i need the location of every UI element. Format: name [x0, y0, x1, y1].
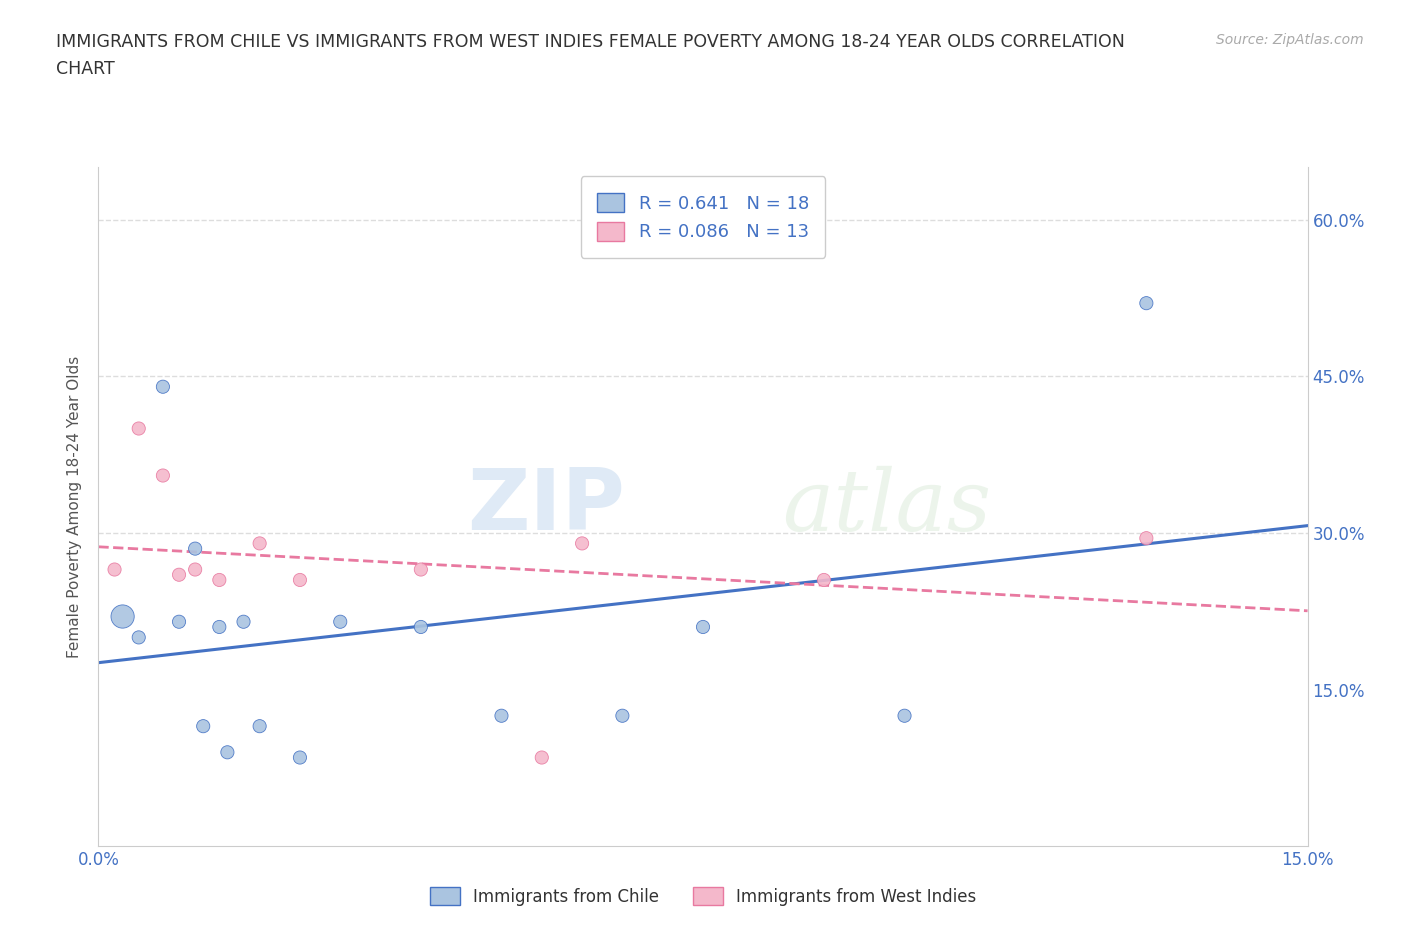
- Point: [167, 567, 190, 582]
- Point: [184, 541, 207, 556]
- Point: [249, 719, 271, 734]
- Point: [208, 619, 231, 634]
- Point: [288, 573, 311, 588]
- Point: [288, 751, 311, 765]
- Text: CHART: CHART: [56, 60, 115, 78]
- Point: [167, 615, 190, 630]
- Point: [128, 421, 150, 436]
- Text: Source: ZipAtlas.com: Source: ZipAtlas.com: [1216, 33, 1364, 46]
- Text: atlas: atlas: [782, 466, 991, 548]
- Point: [249, 536, 271, 551]
- Point: [612, 709, 634, 724]
- Point: [893, 709, 915, 724]
- Text: IMMIGRANTS FROM CHILE VS IMMIGRANTS FROM WEST INDIES FEMALE POVERTY AMONG 18-24 : IMMIGRANTS FROM CHILE VS IMMIGRANTS FROM…: [56, 33, 1125, 50]
- Point: [409, 619, 432, 634]
- Point: [491, 709, 513, 724]
- Legend: Immigrants from Chile, Immigrants from West Indies: Immigrants from Chile, Immigrants from W…: [423, 881, 983, 912]
- Point: [1135, 531, 1157, 546]
- Point: [208, 573, 231, 588]
- Point: [692, 619, 714, 634]
- Point: [152, 379, 174, 394]
- Point: [409, 562, 432, 577]
- Point: [571, 536, 593, 551]
- Point: [111, 609, 134, 624]
- Point: [813, 573, 835, 588]
- Point: [128, 630, 150, 644]
- Point: [152, 468, 174, 483]
- Point: [1135, 296, 1157, 311]
- Text: ZIP: ZIP: [467, 465, 624, 549]
- Point: [184, 562, 207, 577]
- Point: [103, 562, 125, 577]
- Y-axis label: Female Poverty Among 18-24 Year Olds: Female Poverty Among 18-24 Year Olds: [67, 356, 83, 658]
- Point: [217, 745, 239, 760]
- Point: [232, 615, 254, 630]
- Legend: R = 0.641   N = 18, R = 0.086   N = 13: R = 0.641 N = 18, R = 0.086 N = 13: [581, 177, 825, 258]
- Point: [530, 751, 553, 765]
- Point: [329, 615, 352, 630]
- Point: [193, 719, 215, 734]
